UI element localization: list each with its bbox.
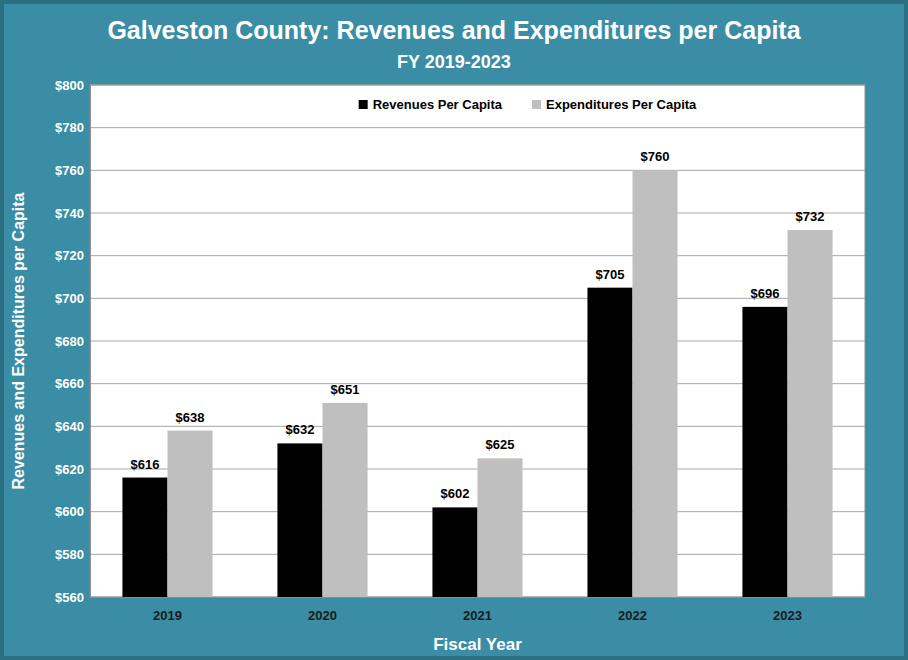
- tick: $680: [55, 334, 90, 349]
- legend-swatch: [532, 100, 541, 109]
- bar: [432, 507, 477, 597]
- grid-line: [90, 170, 865, 171]
- tick-label: $720: [55, 248, 84, 263]
- subtitle: FY 2019-2023: [397, 52, 511, 72]
- legend-item: Revenues Per Capita: [359, 97, 503, 112]
- data-label: $616: [131, 457, 160, 472]
- series: [122, 288, 787, 597]
- tick-label: $640: [55, 419, 84, 434]
- tick: $780: [55, 120, 90, 135]
- tick-label: 2021: [463, 608, 492, 623]
- tick-label: $800: [55, 78, 84, 93]
- grid-line: [90, 255, 865, 256]
- tick-label: $660: [55, 376, 84, 391]
- background: [2, 2, 906, 658]
- grid: [90, 85, 865, 597]
- legend: Revenues Per Capita Expenditures Per Capi…: [359, 97, 697, 112]
- data-label: $638: [176, 410, 205, 425]
- axis-line: [91, 597, 866, 598]
- tick-label: 2022: [618, 608, 647, 623]
- legend-item: Expenditures Per Capita: [532, 97, 697, 112]
- tick: $580: [55, 547, 90, 562]
- data-labels: $616 $632 $602 $705 $696 $638 $651 $625 $760 $732: [131, 149, 825, 501]
- tick: $640: [55, 419, 90, 434]
- tick: $720: [55, 248, 90, 263]
- tick-label: $700: [55, 291, 84, 306]
- tick-label: 2023: [773, 608, 802, 623]
- tick: 2023: [773, 597, 802, 623]
- tick-label: $600: [55, 504, 84, 519]
- bar: [742, 307, 787, 597]
- tick: $660: [55, 376, 90, 391]
- grid-line: [90, 127, 865, 128]
- data-label: $625: [486, 437, 515, 452]
- tick: $620: [55, 462, 90, 477]
- legend-label: Expenditures Per Capita: [546, 97, 697, 112]
- grid-line: [90, 85, 865, 86]
- tick-label: $680: [55, 334, 84, 349]
- tick-label: $620: [55, 462, 84, 477]
- data-label: $602: [441, 486, 470, 501]
- x-axis-title: Fiscal Year: [433, 635, 522, 654]
- data-label: $760: [641, 149, 670, 164]
- tick-label: 2019: [153, 608, 182, 623]
- tick: $700: [55, 291, 90, 306]
- bar: [478, 458, 523, 597]
- tick: $800: [55, 78, 90, 93]
- tick: $740: [55, 206, 90, 221]
- data-label: $632: [286, 422, 315, 437]
- tick: $600: [55, 504, 90, 519]
- tick-label: $780: [55, 120, 84, 135]
- bar: [633, 170, 678, 597]
- bar: [168, 431, 213, 597]
- bar: [587, 288, 632, 597]
- tick-label: $580: [55, 547, 84, 562]
- tick: 2019: [153, 597, 182, 623]
- grid-line: [90, 213, 865, 214]
- tick-label: $740: [55, 206, 84, 221]
- x-axis: 2019 2020 2021 2022 2023: [91, 597, 866, 623]
- legend-label: Revenues Per Capita: [373, 97, 503, 112]
- title: Galveston County: Revenues and Expenditu…: [107, 16, 801, 44]
- series: [168, 170, 833, 597]
- tick: $760: [55, 163, 90, 178]
- bar: [122, 478, 167, 597]
- chart: $616 $632 $602 $705 $696 $638 $651 $625 $760 $732…: [0, 0, 908, 660]
- bar: [323, 403, 368, 597]
- legend-swatch: [359, 100, 368, 109]
- tick: 2020: [308, 597, 337, 623]
- tick: 2021: [463, 597, 492, 623]
- tick-label: 2020: [308, 608, 337, 623]
- axis-line: [90, 86, 91, 598]
- bar: [788, 230, 833, 597]
- data-label: $705: [596, 267, 625, 282]
- data-label: $732: [796, 209, 825, 224]
- data-label: $696: [751, 286, 780, 301]
- tick: 2022: [618, 597, 647, 623]
- grid-line: [90, 298, 865, 299]
- plot-area: [90, 85, 865, 597]
- tick-label: $560: [55, 590, 84, 605]
- y-axis-title: Revenues and Expenditures per Capita: [10, 192, 27, 489]
- data-label: $651: [331, 382, 360, 397]
- tick-label: $760: [55, 163, 84, 178]
- bars: [122, 170, 832, 597]
- bar: [277, 443, 322, 597]
- y-axis: $560 $580 $600 $620 $640 $660 $680 $700 $720 $740…: [55, 78, 90, 605]
- tick: $560: [55, 590, 90, 605]
